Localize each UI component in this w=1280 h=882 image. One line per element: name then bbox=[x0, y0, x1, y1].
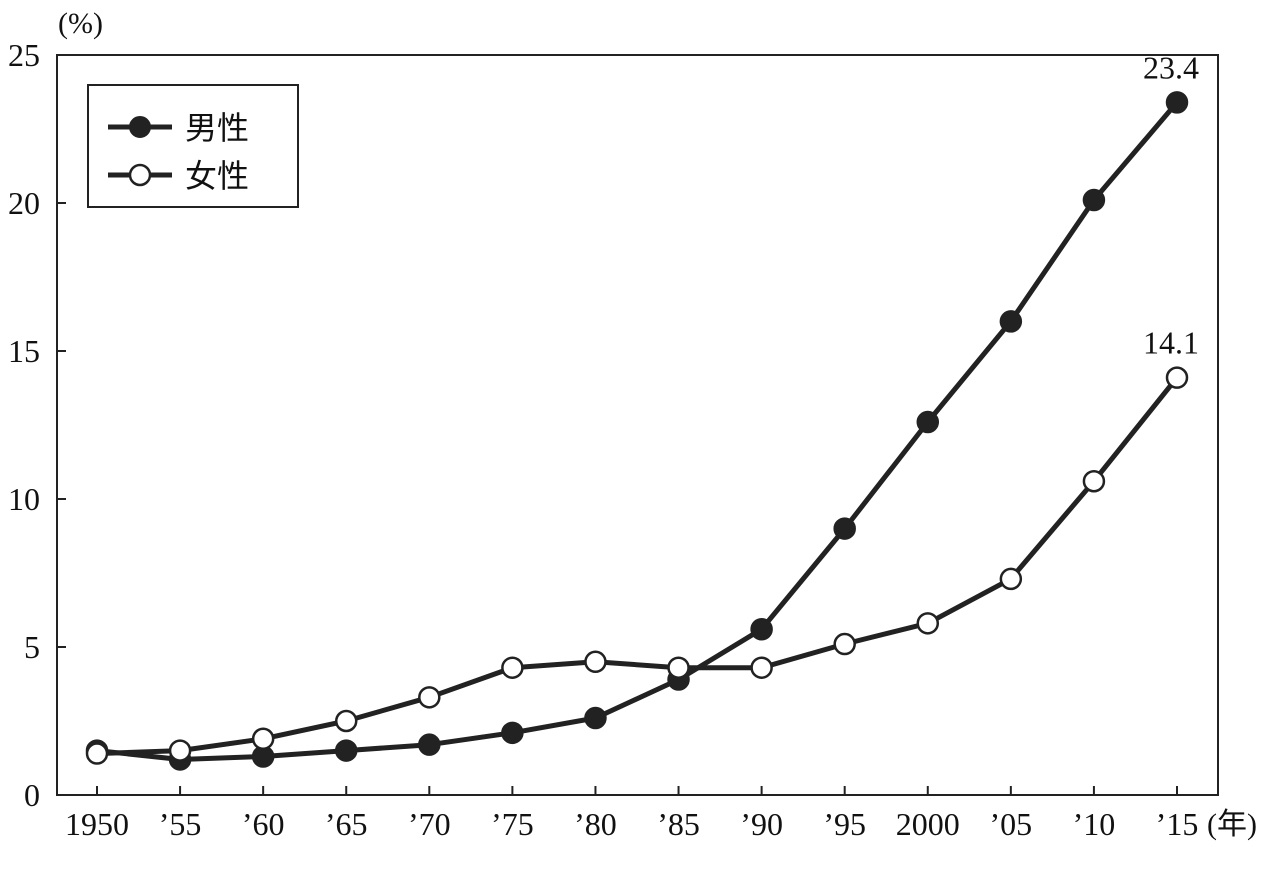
y-tick-label: 15 bbox=[8, 333, 40, 369]
data-point-male bbox=[1082, 188, 1106, 212]
data-point-male bbox=[916, 410, 940, 434]
data-point-female bbox=[334, 709, 358, 733]
data-point-male bbox=[999, 310, 1023, 333]
x-tick-label: ’05 bbox=[990, 806, 1033, 842]
data-point-female bbox=[418, 686, 441, 709]
data-point-female bbox=[916, 612, 940, 635]
x-tick-label: ’10 bbox=[1073, 806, 1116, 842]
y-axis: 0 5 10 15 20 25 bbox=[8, 37, 66, 813]
plot-frame bbox=[56, 54, 1219, 796]
data-point-female bbox=[584, 650, 607, 674]
data-point-male bbox=[501, 721, 524, 745]
y-tick-label: 0 bbox=[24, 777, 40, 813]
x-tick-label: ’95 bbox=[823, 806, 866, 842]
data-point-female bbox=[251, 727, 275, 751]
data-labels: 23.4 14.1 bbox=[1143, 49, 1199, 360]
x-tick-label: ’60 bbox=[242, 806, 285, 842]
legend: 男性 女性 bbox=[87, 84, 299, 208]
data-point-female bbox=[1082, 469, 1106, 493]
data-point-male bbox=[418, 733, 441, 756]
legend-box bbox=[87, 84, 299, 208]
series-markers bbox=[85, 91, 1189, 771]
x-tick-label: 2000 bbox=[896, 806, 960, 842]
data-point-female bbox=[85, 742, 109, 765]
data-point-male bbox=[750, 617, 773, 641]
y-unit-label: (%) bbox=[58, 7, 103, 40]
data-point-male bbox=[334, 739, 358, 762]
x-tick-label: ’15 bbox=[1156, 806, 1199, 842]
data-point-female bbox=[501, 656, 524, 679]
x-axis: 1950 ’55 ’60 ’65 ’70 ’75 ’80 ’85 ’90 ’95 2000 ’05 ’1… bbox=[65, 786, 1198, 842]
x-tick-label: ’70 bbox=[408, 806, 451, 842]
x-tick-label: ’80 bbox=[574, 806, 617, 842]
y-tick-label: 10 bbox=[8, 481, 40, 517]
series-lines bbox=[96, 100, 1179, 762]
legend-marker-female bbox=[128, 163, 152, 187]
data-point-male bbox=[1165, 91, 1189, 114]
data-point-female bbox=[168, 739, 192, 762]
legend-label-male: 男性 bbox=[185, 110, 249, 146]
legend-marker-male bbox=[129, 116, 151, 138]
x-tick-label: 1950 bbox=[65, 806, 129, 842]
y-tick-label: 5 bbox=[24, 629, 40, 665]
data-point-female bbox=[667, 656, 690, 679]
y-tick-label: 25 bbox=[8, 37, 40, 73]
data-label: 14.1 bbox=[1143, 325, 1199, 361]
y-tick-label: 20 bbox=[8, 185, 40, 221]
x-tick-label: ’90 bbox=[740, 806, 783, 842]
data-point-female bbox=[750, 656, 773, 679]
x-unit-label: (年) bbox=[1207, 808, 1257, 841]
data-label: 23.4 bbox=[1143, 49, 1199, 85]
data-point-female bbox=[1165, 366, 1189, 389]
series-line-male bbox=[96, 100, 1179, 762]
legend-label-female: 女性 bbox=[185, 158, 249, 194]
x-tick-label: ’85 bbox=[657, 806, 700, 842]
series-line-female bbox=[96, 376, 1179, 757]
x-tick-label: ’55 bbox=[159, 806, 202, 842]
data-point-male bbox=[584, 706, 607, 730]
x-tick-label: ’75 bbox=[491, 806, 534, 842]
data-point-male bbox=[833, 517, 856, 540]
data-point-female bbox=[833, 632, 856, 656]
x-tick-label: ’65 bbox=[325, 806, 368, 842]
data-point-female bbox=[999, 567, 1023, 591]
